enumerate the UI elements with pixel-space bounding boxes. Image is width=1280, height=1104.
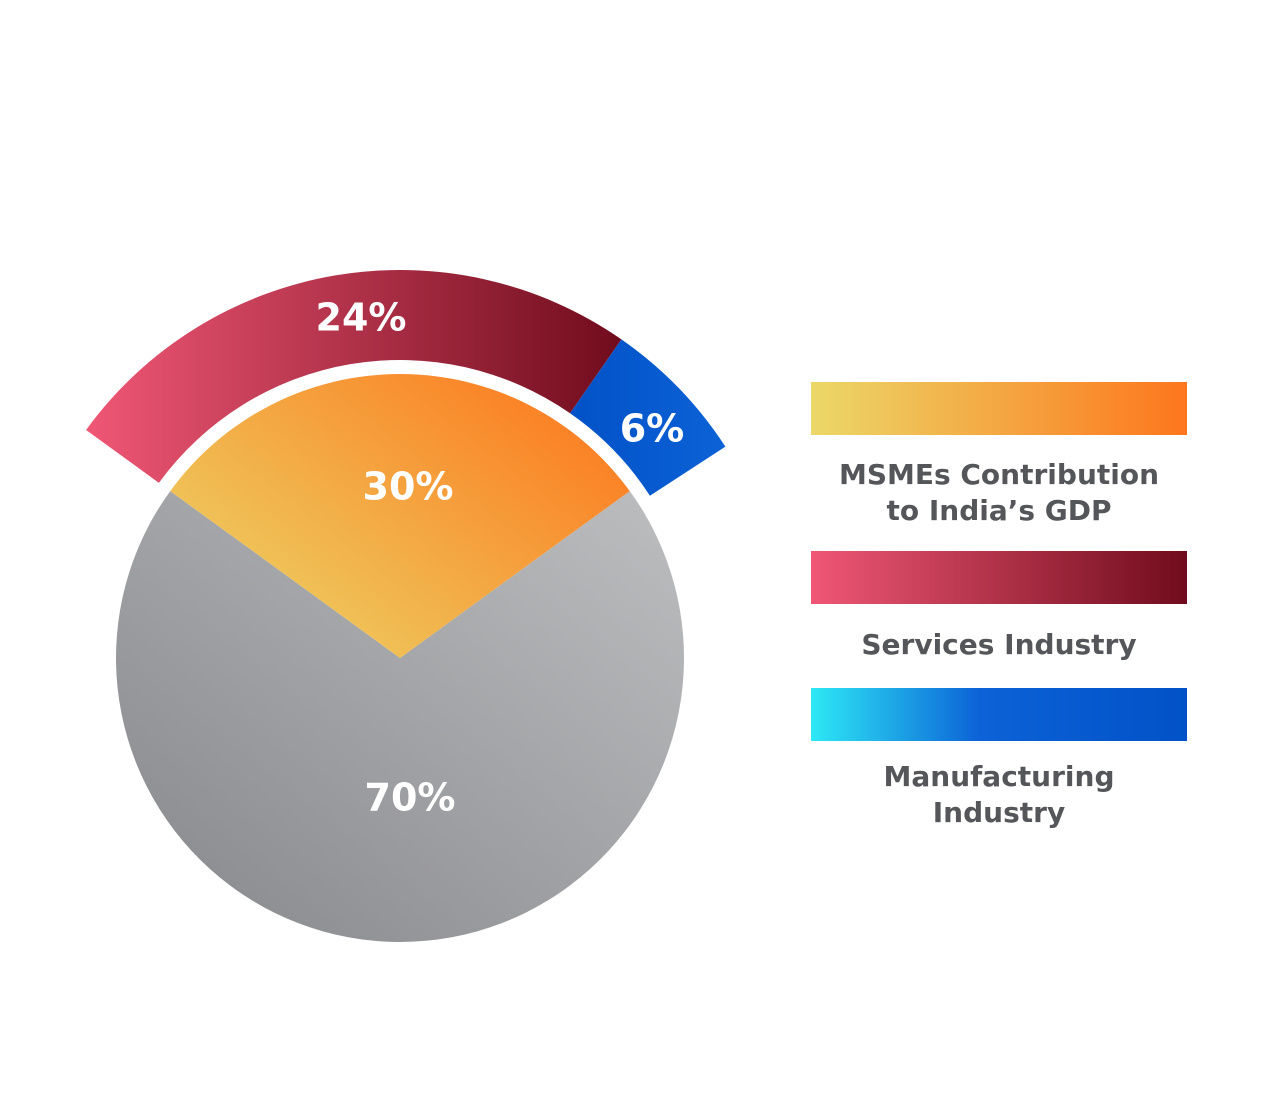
legend-label-msme-line-1: MSMEs Contribution (839, 458, 1159, 491)
legend-label-manufacturing-line-1: Manufacturing (884, 760, 1115, 793)
legend-label-msme-line-2: to India’s GDP (886, 494, 1111, 527)
pie-slice-msme (170, 374, 630, 658)
pie-slice-rest (115, 491, 685, 942)
slice-label-manufacturing: 6% (620, 407, 685, 451)
legend-item-services: Services Industry (811, 551, 1187, 661)
arc-slice-manufacturing (570, 339, 726, 496)
arc-slice-services (86, 270, 622, 483)
legend-swatch-msme (811, 382, 1187, 435)
legend-swatch-services (811, 551, 1187, 604)
slice-label-msme: 30% (363, 465, 454, 509)
slice-label-services: 24% (316, 296, 407, 340)
slice-label-rest: 70% (365, 776, 456, 820)
legend-label-manufacturing-line-2: Industry (933, 796, 1065, 829)
legend-swatch-manufacturing (811, 688, 1187, 741)
legend-label-services-line-1: Services Industry (861, 628, 1136, 661)
